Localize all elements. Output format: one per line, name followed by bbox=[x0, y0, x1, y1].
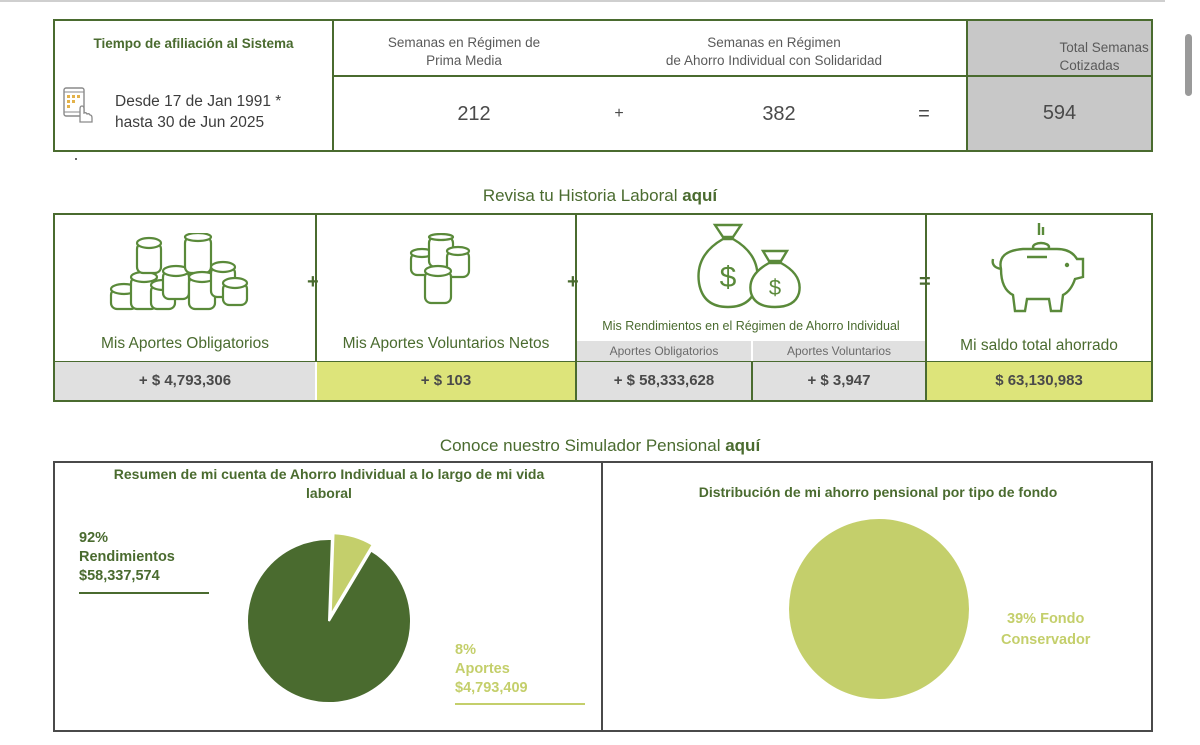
account-summary-title: Resumen de mi cuenta de Ahorro Individua… bbox=[113, 466, 545, 501]
equals-sign: = bbox=[918, 103, 930, 125]
total-weeks-header: Total Semanas Cotizadas bbox=[968, 21, 1151, 77]
rendimientos-label: Mis Rendimientos en el Régimen de Ahorro… bbox=[602, 319, 900, 333]
pie-slice-fondo-conservador bbox=[789, 519, 969, 699]
summary-charts: Resumen de mi cuenta de Ahorro Individua… bbox=[53, 461, 1153, 732]
affiliation-table: Tiempo de afiliación al Sistema Desde 17… bbox=[53, 19, 1153, 152]
aportes-obligatorios-label: Mis Aportes Obligatorios bbox=[101, 335, 269, 352]
affiliation-title: Tiempo de afiliación al Sistema bbox=[93, 36, 294, 51]
historia-laboral-aqui-link[interactable]: aquí bbox=[682, 186, 718, 205]
plus-sign: + bbox=[567, 271, 579, 293]
top-divider bbox=[0, 0, 1165, 2]
row-divider bbox=[55, 361, 1151, 362]
svg-text:$: $ bbox=[720, 261, 737, 294]
simulador-aqui-link[interactable]: aquí bbox=[725, 436, 761, 455]
simulador-pensional-link[interactable]: Conoce nuestro Simulador Pensional aquí bbox=[439, 436, 761, 455]
coins-small-icon bbox=[409, 233, 471, 305]
weeks-header: Semanas en Régimen de Prima Media Semana… bbox=[334, 21, 966, 77]
affiliation-time-cell: Tiempo de afiliación al Sistema Desde 17… bbox=[55, 21, 334, 150]
saldo-total-label: Mi saldo total ahorrado bbox=[960, 337, 1118, 354]
touch-phone-icon bbox=[63, 87, 93, 123]
aportes-legend: 8% Aportes $4,793,409 bbox=[455, 642, 528, 696]
aportes-obligatorios-value: + $ 4,793,306 bbox=[55, 361, 315, 400]
affiliation-dates: Desde 17 de Jan 1991 * hasta 30 de Jun 2… bbox=[115, 93, 282, 131]
scrollbar[interactable] bbox=[1185, 34, 1192, 96]
ahorro-individual-weeks: 382 bbox=[762, 103, 796, 125]
fund-distribution-pie-chart bbox=[789, 519, 969, 699]
weeks-values: 212 + 382 = bbox=[334, 77, 966, 150]
total-weeks-value: 594 bbox=[968, 77, 1151, 150]
rend-obligatorios-value: + $ 58,333,628 bbox=[577, 361, 751, 400]
account-summary-panel: Resumen de mi cuenta de Ahorro Individua… bbox=[55, 463, 603, 730]
weeks-section: Semanas en Régimen de Prima Media Semana… bbox=[334, 21, 968, 150]
aportes-obligatorios-col: Mis Aportes Obligatorios + $ 4,793,306 bbox=[55, 215, 315, 400]
savings-breakdown: Mis Aportes Obligatorios + $ 4,793,306 +… bbox=[53, 213, 1153, 402]
plus-sign: + bbox=[307, 271, 319, 293]
divider bbox=[925, 215, 927, 400]
aportes-underline bbox=[455, 703, 585, 705]
rend-obligatorios-header: Aportes Obligatorios bbox=[577, 341, 751, 361]
fund-distribution-panel: Distribución de mi ahorro pensional por … bbox=[605, 463, 1151, 730]
rend-voluntarios-header: Aportes Voluntarios bbox=[753, 341, 925, 361]
saldo-total-col: Mi saldo total ahorrado $ 63,130,983 bbox=[927, 215, 1151, 400]
fund-distribution-title: Distribución de mi ahorro pensional por … bbox=[698, 484, 1058, 500]
equals-sign: = bbox=[919, 271, 931, 293]
coins-stack-icon bbox=[109, 233, 249, 311]
divider bbox=[315, 215, 317, 362]
aportes-voluntarios-col: Mis Aportes Voluntarios Netos + $ 103 bbox=[317, 215, 575, 400]
prima-media-weeks: 212 bbox=[457, 103, 491, 125]
aportes-voluntarios-value: + $ 103 bbox=[317, 361, 575, 400]
rendimientos-col: $ $ Mis Rendimientos en el Régimen de Ah… bbox=[577, 215, 925, 400]
divider bbox=[575, 215, 577, 400]
svg-text:$: $ bbox=[769, 275, 781, 300]
prima-media-header: Semanas en Régimen de Prima Media bbox=[387, 35, 541, 68]
saldo-total-value: $ 63,130,983 bbox=[927, 361, 1151, 400]
rendimientos-underline bbox=[79, 592, 209, 594]
ahorro-individual-header: Semanas en Régimen de Ahorro Individual … bbox=[665, 35, 883, 68]
rend-voluntarios-value: + $ 3,947 bbox=[753, 361, 925, 400]
money-bags-icon: $ $ bbox=[697, 223, 801, 309]
aportes-voluntarios-label: Mis Aportes Voluntarios Netos bbox=[342, 335, 550, 352]
historia-laboral-link[interactable]: Revisa tu Historia Laboral aquí bbox=[482, 186, 718, 205]
plus-sign: + bbox=[614, 105, 624, 122]
divider bbox=[751, 361, 753, 400]
fondo-conservador-legend: 39% Fondo Conservador bbox=[1001, 611, 1091, 648]
total-weeks-cell: Total Semanas Cotizadas 594 bbox=[968, 21, 1151, 150]
account-summary-pie-chart bbox=[246, 532, 412, 703]
pie-slice-aportes bbox=[329, 532, 375, 616]
rendimientos-legend: 92% Rendimientos $58,337,574 bbox=[79, 530, 175, 584]
footnote-dot bbox=[75, 158, 77, 160]
pie-slice-rendimientos bbox=[246, 538, 412, 703]
piggy-bank-icon bbox=[991, 223, 1085, 313]
